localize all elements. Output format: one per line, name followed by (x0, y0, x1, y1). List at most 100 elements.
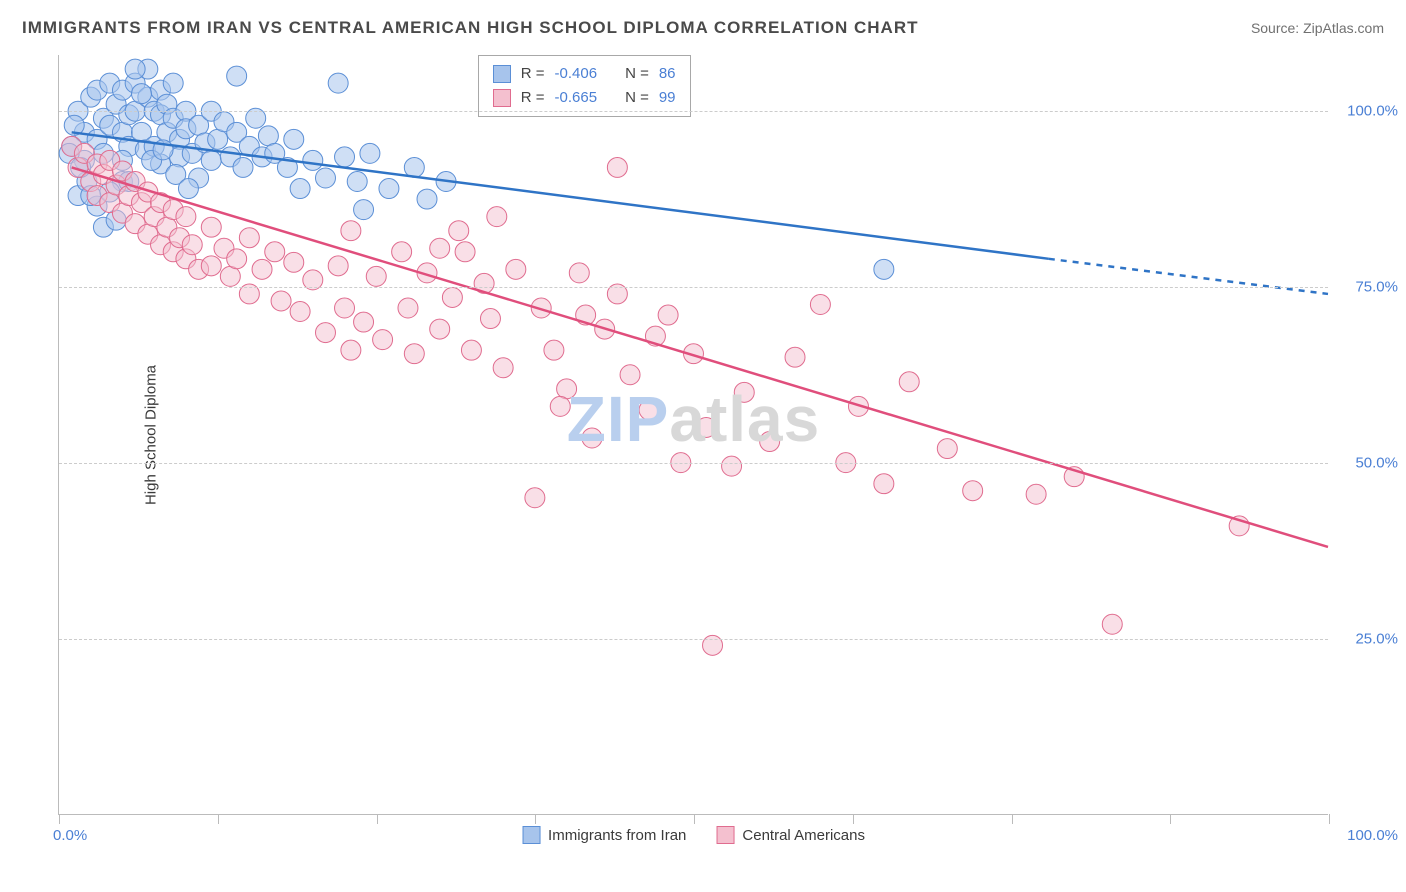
data-point (125, 59, 145, 79)
data-point (544, 340, 564, 360)
data-point (284, 129, 304, 149)
data-point (550, 396, 570, 416)
data-point (658, 305, 678, 325)
data-point (480, 309, 500, 329)
data-point (341, 340, 361, 360)
data-point (874, 259, 894, 279)
legend-item-series1: Immigrants from Iran (522, 826, 686, 844)
legend-label-series1: Immigrants from Iran (548, 827, 686, 844)
data-point (176, 207, 196, 227)
data-point (810, 294, 830, 314)
data-point (379, 179, 399, 199)
data-point (290, 302, 310, 322)
stats-legend-box: R = -0.406N = 86R = -0.665N = 99 (478, 55, 691, 117)
data-point (315, 323, 335, 343)
data-point (430, 238, 450, 258)
data-point (639, 400, 659, 420)
data-point (620, 365, 640, 385)
data-point (607, 157, 627, 177)
data-point (461, 340, 481, 360)
data-point (201, 217, 221, 237)
data-point (582, 428, 602, 448)
data-point (182, 235, 202, 255)
data-point (392, 242, 412, 262)
data-point (404, 344, 424, 364)
data-point (315, 168, 335, 188)
data-point (487, 207, 507, 227)
data-point (366, 266, 386, 286)
data-point (290, 179, 310, 199)
y-tick-label: 100.0% (1347, 103, 1398, 120)
data-point (284, 252, 304, 272)
data-point (506, 259, 526, 279)
data-point (328, 256, 348, 276)
data-point (493, 358, 513, 378)
data-point (874, 474, 894, 494)
data-point (239, 228, 259, 248)
data-point (404, 157, 424, 177)
swatch-series1 (522, 826, 540, 844)
data-point (233, 157, 253, 177)
data-point (899, 372, 919, 392)
data-point (963, 481, 983, 501)
trend-line-extrapolated (1049, 259, 1328, 294)
data-point (201, 256, 221, 276)
data-point (525, 488, 545, 508)
data-point (696, 417, 716, 437)
data-point (201, 150, 221, 170)
data-point (208, 129, 228, 149)
stats-swatch (493, 89, 511, 107)
stats-row: R = -0.665N = 99 (493, 86, 676, 110)
data-point (785, 347, 805, 367)
stats-row: R = -0.406N = 86 (493, 62, 676, 86)
data-point (937, 439, 957, 459)
chart-title: IMMIGRANTS FROM IRAN VS CENTRAL AMERICAN… (22, 18, 919, 38)
chart-plot-area: High School Diploma ZIPatlas R = -0.406N… (58, 55, 1328, 815)
data-point (360, 143, 380, 163)
data-point (347, 172, 367, 192)
source: Source: ZipAtlas.com (1251, 20, 1384, 36)
legend-label-series2: Central Americans (742, 827, 865, 844)
data-point (265, 242, 285, 262)
x-tick-label: 0.0% (53, 827, 87, 844)
data-point (449, 221, 469, 241)
data-point (328, 73, 348, 93)
data-point (335, 298, 355, 318)
data-point (258, 126, 278, 146)
data-point (734, 382, 754, 402)
data-point (760, 432, 780, 452)
data-point (373, 330, 393, 350)
data-point (335, 147, 355, 167)
data-point (417, 189, 437, 209)
data-point (1102, 614, 1122, 634)
legend-bottom: Immigrants from Iran Central Americans (522, 826, 865, 844)
data-point (354, 312, 374, 332)
stats-swatch (493, 65, 511, 83)
data-point (271, 291, 291, 311)
scatter-svg (59, 55, 1328, 814)
data-point (252, 259, 272, 279)
data-point (722, 456, 742, 476)
swatch-series2 (716, 826, 734, 844)
data-point (227, 66, 247, 86)
data-point (442, 287, 462, 307)
data-point (303, 150, 323, 170)
data-point (398, 298, 418, 318)
data-point (557, 379, 577, 399)
x-tick-label: 100.0% (1347, 827, 1398, 844)
data-point (1026, 484, 1046, 504)
data-point (569, 263, 589, 283)
data-point (430, 319, 450, 339)
data-point (220, 266, 240, 286)
data-point (163, 73, 183, 93)
data-point (354, 200, 374, 220)
trend-line (72, 167, 1328, 547)
data-point (341, 221, 361, 241)
data-point (178, 179, 198, 199)
legend-item-series2: Central Americans (716, 826, 865, 844)
data-point (227, 249, 247, 269)
data-point (131, 84, 151, 104)
y-tick-label: 50.0% (1355, 455, 1398, 472)
data-point (455, 242, 475, 262)
y-tick-label: 75.0% (1355, 279, 1398, 296)
